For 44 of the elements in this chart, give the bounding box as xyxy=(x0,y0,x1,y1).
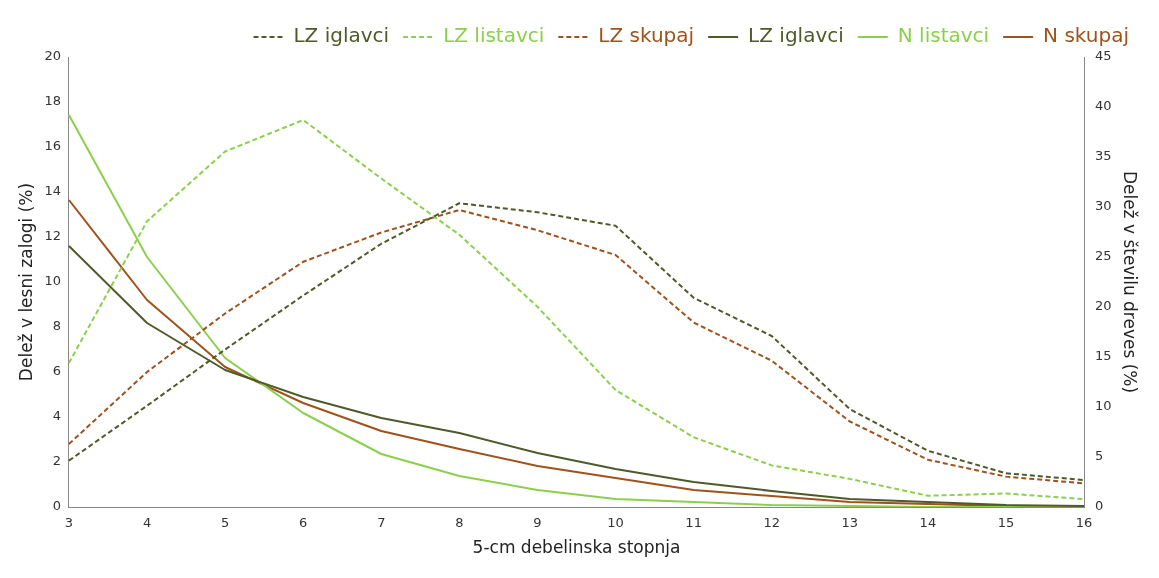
y-tick-label: 14 xyxy=(44,183,61,199)
y-tick-label: 2 xyxy=(52,453,61,469)
y2-tick-label: 15 xyxy=(1095,348,1112,364)
y-tick-label: 12 xyxy=(44,228,61,244)
legend-label: LZ iglavci xyxy=(748,23,844,48)
legend-label: N skupaj xyxy=(1043,23,1129,48)
y-tick-label: 4 xyxy=(52,408,61,424)
y2-tick-label: 40 xyxy=(1095,98,1112,114)
y-tick-label: 0 xyxy=(52,498,61,514)
y-tick-label: 20 xyxy=(44,48,61,64)
y-axis-title: Delež v lesni zalogi (%) xyxy=(15,182,36,382)
y2-tick-label: 20 xyxy=(1095,298,1112,314)
y2-tick-label: 30 xyxy=(1095,198,1112,214)
x-tick-label: 6 xyxy=(299,515,308,531)
legend-label: LZ skupaj xyxy=(598,23,695,48)
x-tick-label: 13 xyxy=(841,515,859,531)
x-tick-label: 12 xyxy=(763,515,780,531)
y2-tick-label: 5 xyxy=(1095,448,1104,464)
y2-tick-label: 35 xyxy=(1095,148,1112,164)
x-tick-label: 7 xyxy=(377,515,386,531)
x-axis-title: 5-cm debelinska stopnja xyxy=(472,537,681,558)
x-tick-label: 14 xyxy=(919,515,937,531)
x-tick-label: 4 xyxy=(142,515,152,531)
x-tick-label: 10 xyxy=(607,515,624,531)
y-tick-label: 6 xyxy=(52,363,61,379)
y-tick-label: 18 xyxy=(44,93,61,109)
y-tick-label: 10 xyxy=(44,273,61,289)
legend-label: LZ listavci xyxy=(443,23,545,48)
legend-label: LZ iglavci xyxy=(293,23,390,48)
y2-axis-title: Delež v številu dreves (%) xyxy=(1120,170,1141,394)
x-tick-label: 16 xyxy=(1075,515,1093,531)
y-tick-label: 16 xyxy=(44,138,61,154)
y2-tick-label: 25 xyxy=(1095,248,1112,264)
x-tick-label: 3 xyxy=(64,515,74,531)
x-tick-label: 5 xyxy=(220,515,230,531)
x-tick-label: 15 xyxy=(997,515,1015,531)
y2-tick-label: 0 xyxy=(1095,498,1104,514)
x-tick-label: 9 xyxy=(533,515,542,531)
y2-tick-label: 10 xyxy=(1095,398,1112,414)
y-tick-label: 8 xyxy=(52,318,61,334)
x-tick-label: 8 xyxy=(455,515,464,531)
y2-tick-label: 45 xyxy=(1095,48,1112,64)
x-tick-label: 11 xyxy=(685,515,702,531)
legend-label: N listavci xyxy=(897,23,990,48)
